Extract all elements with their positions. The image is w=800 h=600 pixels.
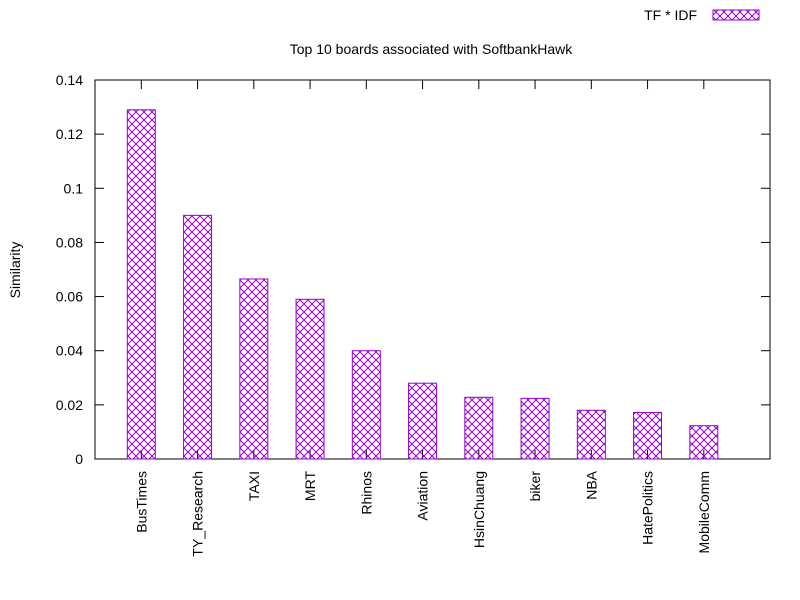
bar-BusTimes [126, 109, 156, 460]
x-tick-label: biker [527, 471, 543, 502]
bar-HatePolitics [633, 411, 663, 460]
x-tick-label: BusTimes [133, 471, 149, 533]
bar-NBA [576, 409, 606, 460]
bar-HsinChuang [464, 396, 494, 460]
y-tick-label: 0.08 [56, 234, 83, 250]
y-tick-label: 0.06 [56, 289, 83, 305]
y-axis-label: Similarity [7, 242, 23, 299]
x-tick-label: Rhinos [358, 471, 374, 515]
bar-MobileComm [689, 425, 719, 460]
bars-group [126, 109, 719, 460]
y-axis: 0 0.02 0.04 0.06 0.08 0.1 0.12 0.14 [56, 72, 770, 467]
x-tick-label: NBA [583, 470, 599, 499]
y-tick-label: 0.04 [56, 343, 83, 359]
x-tick-label: TAXI [246, 471, 262, 501]
y-tick-label: 0.14 [56, 72, 83, 88]
legend-label: TF * IDF [644, 7, 697, 23]
legend-swatch [712, 9, 760, 21]
x-tick-label: Aviation [415, 471, 431, 521]
y-tick-label: 0.02 [56, 397, 83, 413]
x-tick-label: MobileComm [696, 471, 712, 553]
bar-MRT [295, 298, 325, 460]
chart-title: Top 10 boards associated with SoftbankHa… [290, 41, 573, 57]
bar-Aviation [408, 382, 438, 460]
x-tick-label: MRT [302, 471, 318, 502]
y-tick-label: 0.1 [64, 180, 84, 196]
bar-biker [520, 397, 550, 460]
bar-TAXI [239, 278, 269, 460]
x-tick-label: HatePolitics [640, 471, 656, 545]
y-tick-label: 0 [75, 451, 83, 467]
x-axis: BusTimes TY_Research TAXI MRT Rhinos Aviation… [133, 80, 712, 557]
bar-TY_Research [183, 214, 213, 460]
y-tick-label: 0.12 [56, 126, 83, 142]
x-tick-label: HsinChuang [471, 471, 487, 548]
bar-Rhinos [351, 350, 381, 460]
x-tick-label: TY_Research [190, 471, 206, 557]
